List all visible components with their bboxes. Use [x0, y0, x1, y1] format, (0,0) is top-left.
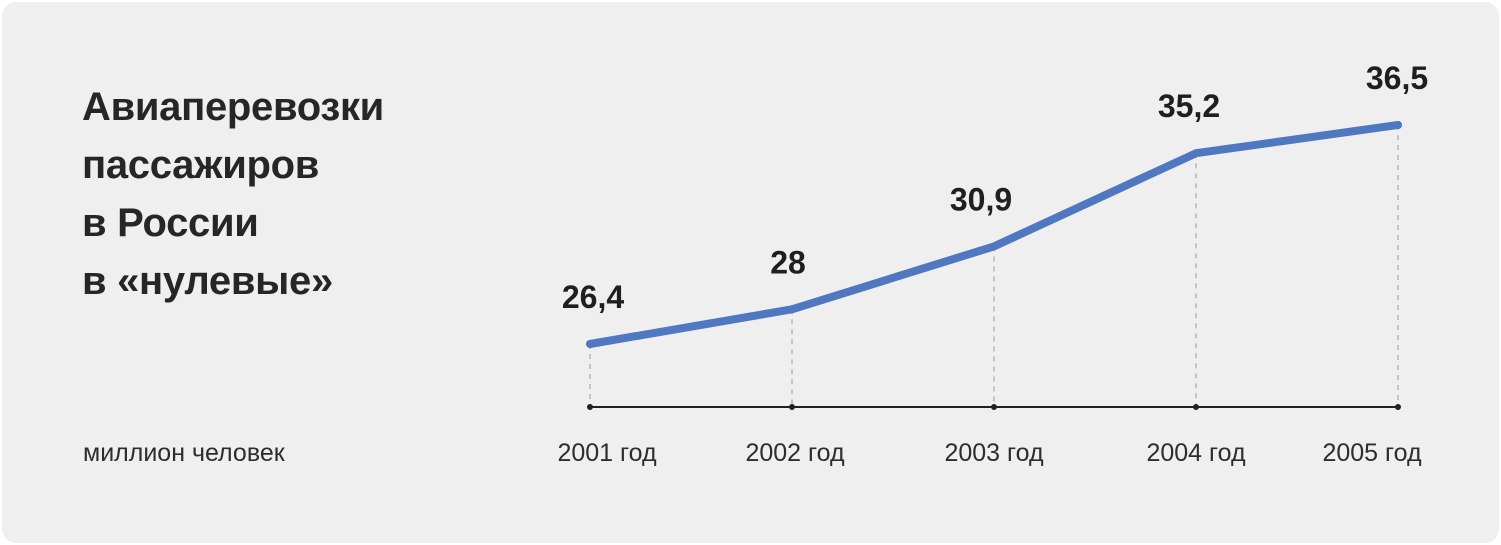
axis-tick	[789, 404, 795, 410]
x-tick-label: 2005 год	[1322, 439, 1421, 467]
value-label: 35,2	[1158, 88, 1220, 124]
axis-tick	[991, 404, 997, 410]
value-label: 26,4	[562, 279, 624, 315]
x-tick-label: 2002 год	[745, 439, 844, 467]
data-point	[1192, 149, 1200, 158]
value-label: 28	[770, 244, 806, 280]
title-line: в «нулевые»	[82, 259, 333, 303]
axis-tick	[587, 404, 593, 410]
title-line: Авиаперевозки	[82, 85, 384, 129]
title-line: пассажиров	[82, 143, 320, 187]
data-point	[788, 305, 796, 314]
data-point	[990, 242, 998, 251]
x-tick-label: 2004 год	[1146, 439, 1245, 467]
axis-tick	[1193, 404, 1199, 410]
chart-title: Авиаперевозки пассажиров в России в «нул…	[82, 78, 384, 310]
axis-tick	[1395, 404, 1401, 410]
title-line: в России	[82, 201, 259, 245]
x-tick-label: 2001 год	[557, 439, 656, 467]
data-point	[1394, 121, 1402, 129]
value-label: 30,9	[950, 181, 1012, 217]
unit-label: миллион человек	[83, 439, 285, 467]
x-tick-label: 2003 год	[944, 439, 1043, 467]
value-label: 36,5	[1366, 60, 1428, 96]
data-point	[586, 340, 594, 348]
